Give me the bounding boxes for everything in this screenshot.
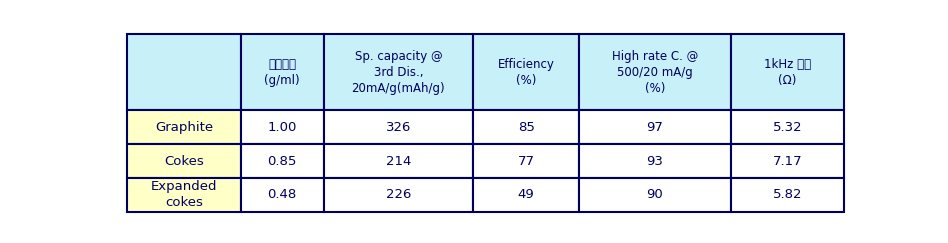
Bar: [127, 34, 241, 110]
Text: Cokes: Cokes: [164, 155, 204, 167]
Text: 77: 77: [518, 155, 535, 167]
Text: 0.48: 0.48: [267, 188, 297, 201]
Text: 49: 49: [518, 188, 535, 201]
Bar: [323, 144, 473, 178]
Text: 7.17: 7.17: [773, 155, 802, 167]
Text: Sp. capacity @
3rd Dis.,
20mA/g(mAh/g): Sp. capacity @ 3rd Dis., 20mA/g(mAh/g): [352, 50, 446, 95]
Text: Graphite: Graphite: [155, 121, 213, 134]
Text: Expanded
cokes: Expanded cokes: [151, 180, 217, 209]
Bar: [579, 34, 731, 110]
Bar: [473, 110, 579, 144]
Bar: [127, 178, 241, 212]
Bar: [241, 178, 323, 212]
Bar: [731, 110, 845, 144]
Text: 0.85: 0.85: [267, 155, 297, 167]
Text: 226: 226: [386, 188, 411, 201]
Text: 5.82: 5.82: [773, 188, 802, 201]
Bar: [241, 144, 323, 178]
Bar: [241, 110, 323, 144]
Bar: [323, 178, 473, 212]
Bar: [127, 144, 241, 178]
Text: 전극밀도
(g/ml): 전극밀도 (g/ml): [264, 58, 301, 87]
Text: Efficiency
(%): Efficiency (%): [498, 58, 555, 87]
Bar: [323, 110, 473, 144]
Bar: [241, 34, 323, 110]
Bar: [731, 178, 845, 212]
Text: 93: 93: [647, 155, 664, 167]
Bar: [127, 110, 241, 144]
Bar: [473, 178, 579, 212]
Bar: [473, 144, 579, 178]
Bar: [579, 178, 731, 212]
Text: 326: 326: [386, 121, 411, 134]
Text: 5.32: 5.32: [773, 121, 802, 134]
Bar: [579, 110, 731, 144]
Bar: [731, 144, 845, 178]
Bar: [731, 34, 845, 110]
Text: High rate C. @
500/20 mA/g
(%): High rate C. @ 500/20 mA/g (%): [611, 50, 698, 95]
Text: 97: 97: [647, 121, 664, 134]
Text: 1.00: 1.00: [267, 121, 297, 134]
Bar: [473, 34, 579, 110]
Text: 85: 85: [518, 121, 535, 134]
Text: 90: 90: [647, 188, 664, 201]
Bar: [323, 34, 473, 110]
Bar: [579, 144, 731, 178]
Text: 214: 214: [386, 155, 411, 167]
Text: 1kHz 저항
(Ω): 1kHz 저항 (Ω): [764, 58, 811, 87]
